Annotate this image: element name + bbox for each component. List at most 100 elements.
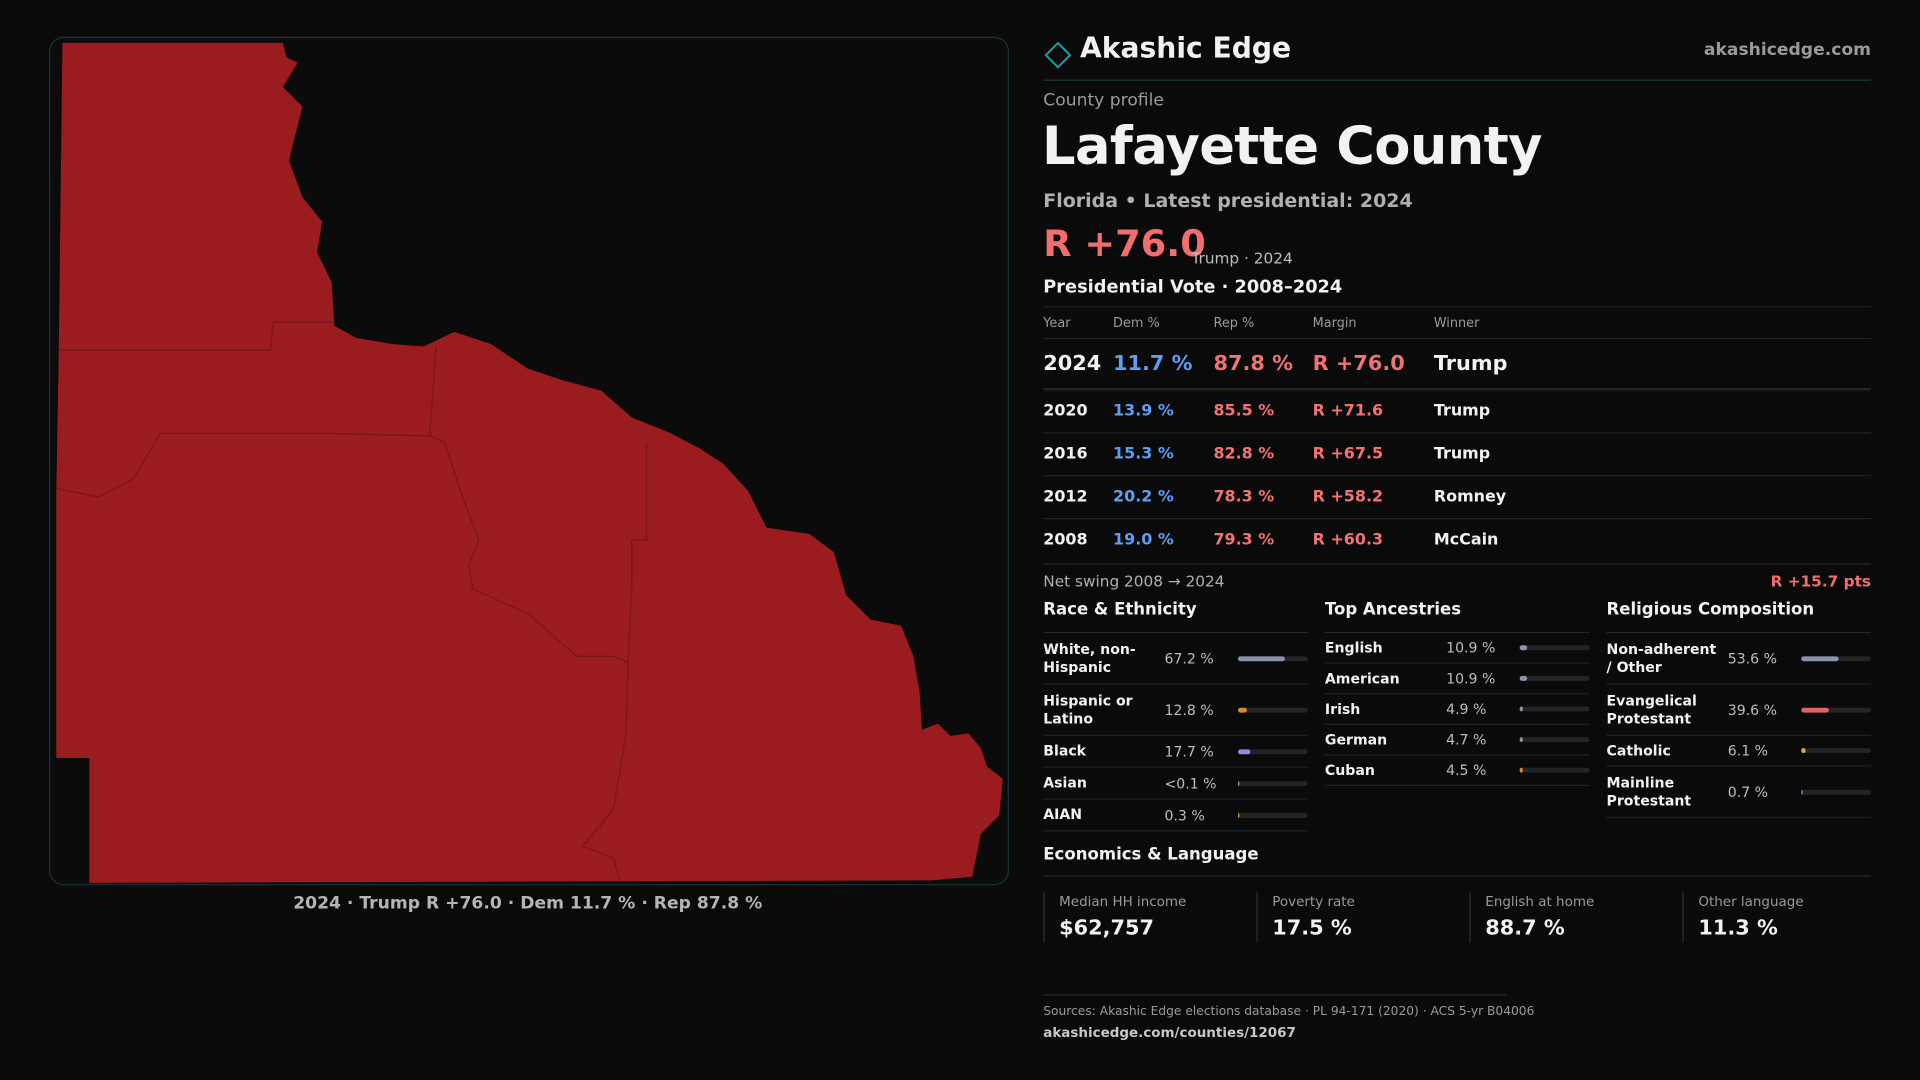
bar-track <box>1237 748 1308 754</box>
table-header: Year Dem % Rep % Margin Winner <box>1043 306 1872 338</box>
bar <box>1519 675 1528 681</box>
kicker: County profile <box>1043 90 1164 111</box>
row-name: Catholic <box>1606 741 1671 759</box>
table-title: Presidential Vote · 2008–2024 <box>1043 277 1343 298</box>
track <box>1519 706 1590 712</box>
swing-label: Net swing 2008 → 2024 <box>1043 571 1225 591</box>
row-name: Asian <box>1043 773 1087 792</box>
stat-label: Poverty rate <box>1272 893 1355 910</box>
vote-cell: 82.8 % <box>1213 445 1275 464</box>
bar-track <box>1519 706 1590 712</box>
vote-cell: Trump <box>1433 402 1491 421</box>
track <box>1519 645 1590 651</box>
vote-cell: 2016 <box>1043 445 1088 464</box>
track <box>1237 748 1308 754</box>
bar-row: Irish 4.9 % <box>1324 694 1590 725</box>
vote-cell: 87.8 % <box>1213 351 1293 376</box>
stat-label: Other language <box>1698 893 1804 910</box>
stat-card: Median HH income $62,757 <box>1043 891 1255 943</box>
row-name: Cuban <box>1324 761 1375 779</box>
vote-cell: R +60.3 <box>1312 530 1384 550</box>
row-name: Irish <box>1324 699 1361 717</box>
stat-value: 11.3 % <box>1698 915 1778 941</box>
vote-cell: 20.2 % <box>1113 487 1174 507</box>
row-percent: 4.9 % <box>1446 700 1487 718</box>
row-name: Evangelical Protestant <box>1606 691 1697 727</box>
vote-cell: 85.5 % <box>1213 402 1275 421</box>
vote-cell: R +76.0 <box>1312 351 1405 376</box>
vote-cell: 13.9 % <box>1113 402 1174 421</box>
vote-cell: 78.3 % <box>1213 487 1275 507</box>
stat-value: 17.5 % <box>1272 915 1352 941</box>
column-header: Winner <box>1433 315 1480 331</box>
bar <box>1801 707 1829 713</box>
bar <box>1801 748 1806 754</box>
row-name: German <box>1324 730 1388 748</box>
bar <box>1519 737 1523 743</box>
row-percent: 39.6 % <box>1727 701 1777 719</box>
source-url: akashicedge.com/counties/12067 <box>1043 1024 1296 1041</box>
county-map <box>56 42 1003 883</box>
track <box>1801 789 1872 795</box>
bar-track <box>1801 655 1872 661</box>
econ-title: Economics & Language <box>1043 844 1259 865</box>
bar-track <box>1519 675 1590 681</box>
bar-track <box>1519 737 1590 743</box>
row-name: White, non-Hispanic <box>1043 639 1136 676</box>
track <box>1237 812 1308 818</box>
vote-cell: 2008 <box>1043 530 1088 550</box>
swing-value: R +15.7 pts <box>1770 571 1872 591</box>
county-title: Lafayette County <box>1042 116 1542 178</box>
bar-row: Non-adherent / Other 53.6 % <box>1606 633 1872 685</box>
bar-track <box>1801 789 1872 795</box>
stat-card: English at home 88.7 % <box>1469 891 1681 943</box>
row-name: Non-adherent / Other <box>1606 639 1717 676</box>
vote-cell: McCain <box>1433 530 1499 550</box>
margin-note: Trump · 2024 <box>1191 248 1293 267</box>
row-name: Black <box>1043 742 1087 760</box>
row-name: Hispanic or Latino <box>1043 691 1133 727</box>
religion-section: Religious Composition Non-adherent / Othe… <box>1606 600 1872 818</box>
brand-name: Akashic Edge <box>1080 33 1292 65</box>
section-title: Top Ancestries <box>1324 600 1590 634</box>
bar-row: English 10.9 % <box>1324 633 1590 664</box>
row-name: AIAN <box>1043 805 1083 823</box>
bar <box>1519 706 1524 712</box>
row-percent: 4.7 % <box>1446 731 1487 749</box>
column-header: Dem % <box>1113 315 1160 331</box>
bar-row: Asian <0.1 % <box>1043 768 1308 800</box>
bar-row: Cuban 4.5 % <box>1324 756 1590 787</box>
vote-cell: Romney <box>1433 487 1507 507</box>
map-panel <box>48 36 1009 886</box>
bar-row: American 10.9 % <box>1324 664 1590 695</box>
vote-cell: 2024 <box>1043 351 1102 376</box>
track <box>1519 737 1590 743</box>
bar-track <box>1801 748 1872 754</box>
bar <box>1237 707 1247 713</box>
sources: Sources: Akashic Edge elections database… <box>1043 1005 1535 1019</box>
vote-row: 2020 13.9 % 85.5 % R +71.6 Trump <box>1043 389 1872 432</box>
bar-row: AIAN 0.3 % <box>1043 800 1308 832</box>
stat-card: Poverty rate 17.5 % <box>1256 891 1468 943</box>
stat-value: $62,757 <box>1059 915 1155 941</box>
row-percent: 53.6 % <box>1727 649 1777 667</box>
brand-url: akashicedge.com <box>1703 40 1872 61</box>
vote-cell: R +67.5 <box>1312 445 1384 464</box>
track <box>1519 675 1590 681</box>
track <box>1519 767 1590 773</box>
track <box>1237 707 1308 713</box>
stat-card: Other language 11.3 % <box>1682 891 1894 943</box>
bar-track <box>1237 655 1308 661</box>
bar-row: Hispanic or Latino 12.8 % <box>1043 684 1308 736</box>
vote-cell: 19.0 % <box>1113 530 1174 550</box>
bar <box>1237 748 1251 754</box>
bar <box>1237 655 1285 661</box>
bar-row: German 4.7 % <box>1324 725 1590 756</box>
bar <box>1237 780 1240 786</box>
vote-cell: Trump <box>1433 351 1508 376</box>
stat-label: English at home <box>1485 893 1595 910</box>
section-title: Religious Composition <box>1606 600 1872 634</box>
row-name: American <box>1324 669 1400 687</box>
vote-cell: 15.3 % <box>1113 445 1174 464</box>
bar <box>1801 789 1803 795</box>
